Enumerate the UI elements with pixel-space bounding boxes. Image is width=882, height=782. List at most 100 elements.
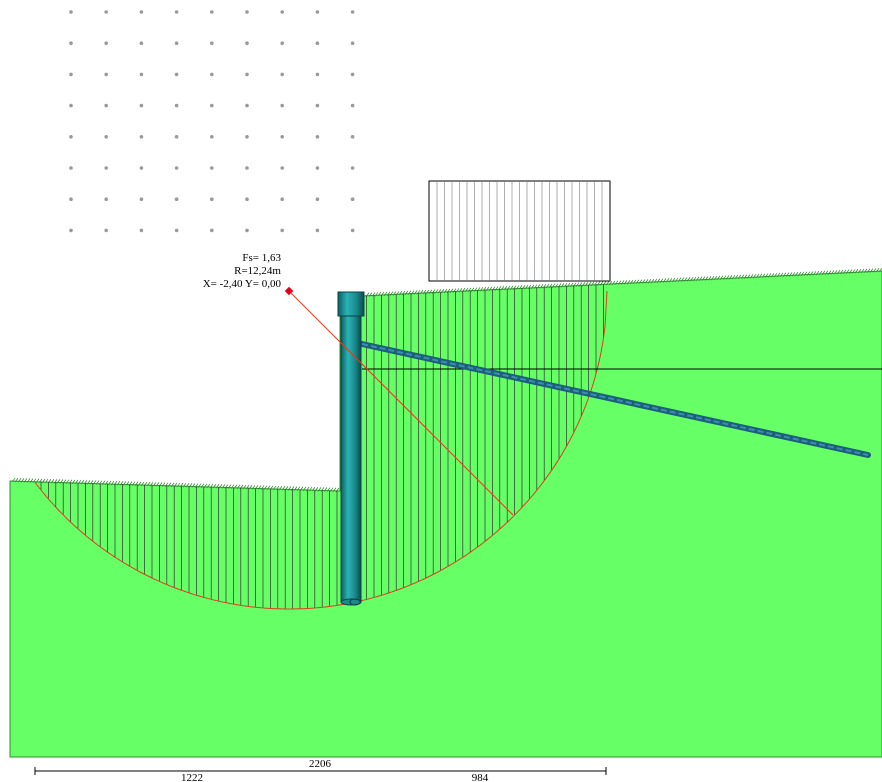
surface-hatch-mark	[179, 482, 184, 488]
grid-point	[104, 10, 108, 14]
surface-hatch-mark	[422, 289, 427, 295]
surface-hatch-mark	[521, 285, 526, 290]
surface-hatch-mark	[11, 477, 16, 483]
surface-hatch-mark	[818, 270, 823, 276]
surface-hatch-mark	[563, 283, 568, 288]
surface-hatch-mark	[509, 285, 514, 291]
surface-hatch-mark	[695, 276, 700, 282]
surface-hatch-mark	[803, 271, 808, 276]
surface-hatch-mark	[599, 281, 604, 286]
surface-hatch-mark	[869, 268, 874, 273]
surface-hatch-mark	[260, 485, 265, 490]
surface-hatch-mark	[653, 278, 658, 284]
surface-hatch-mark	[596, 281, 601, 286]
surface-hatch-mark	[392, 291, 397, 296]
grid-point	[280, 135, 285, 139]
surface-hatch-mark	[59, 479, 64, 484]
grid-point	[139, 166, 144, 170]
surface-hatch-mark	[410, 290, 415, 295]
grid-point	[139, 41, 144, 45]
surface-hatch-mark	[707, 276, 712, 281]
grid-point	[210, 166, 214, 170]
surface-hatch-mark	[785, 272, 790, 277]
surface-hatch-mark	[185, 483, 190, 488]
surface-hatch-mark	[749, 274, 754, 279]
grid-point	[350, 166, 355, 170]
surface-hatch-mark	[119, 481, 124, 486]
surface-hatch-mark	[728, 275, 733, 280]
surface-hatch-mark	[485, 286, 490, 292]
surface-hatch-mark	[140, 481, 145, 487]
surface-hatch-mark	[326, 487, 331, 492]
grid-point	[174, 103, 179, 108]
surface-hatch-mark	[449, 288, 454, 293]
grid-point	[104, 41, 108, 45]
surface-hatch-mark	[635, 279, 640, 285]
surface-hatch-mark	[512, 285, 517, 290]
surface-hatch-mark	[230, 484, 235, 489]
surface-hatch-mark	[566, 282, 571, 288]
surface-hatch-mark	[434, 289, 439, 294]
grid-point	[139, 135, 144, 139]
grid-point	[245, 10, 249, 14]
surface-hatch-mark	[209, 483, 214, 489]
surface-hatch-mark	[86, 480, 91, 485]
surface-hatch-mark	[293, 486, 298, 491]
surface-hatch-mark	[197, 483, 202, 488]
surface-hatch-mark	[548, 283, 553, 289]
surface-hatch-mark	[101, 480, 106, 486]
surface-hatch-mark	[446, 288, 451, 294]
grid-point	[69, 103, 73, 108]
radius-line	[288, 290, 514, 516]
surface-hatch-mark	[116, 481, 121, 486]
grid-point	[174, 135, 179, 139]
grid-point	[280, 228, 285, 233]
surface-hatch-mark	[710, 275, 715, 281]
grid-point	[69, 10, 73, 14]
grid-point	[174, 41, 179, 45]
surface-hatch-mark	[821, 270, 826, 276]
surface-hatch-mark	[32, 478, 37, 483]
surface-hatch-mark	[788, 272, 793, 277]
surcharge-load	[428, 180, 611, 282]
surface-hatch-mark	[764, 273, 769, 278]
surface-hatch-mark	[218, 484, 223, 489]
surface-hatch-mark	[314, 487, 319, 492]
tieback-anchor	[359, 341, 871, 458]
surface-hatch-mark	[824, 270, 829, 275]
surface-hatch-mark	[656, 278, 661, 284]
grid-point	[350, 41, 355, 45]
surface-hatch-mark	[386, 291, 391, 296]
surface-hatch-mark	[176, 482, 181, 488]
surface-hatch-mark	[623, 280, 628, 285]
surface-hatch-mark	[272, 485, 277, 491]
surface-hatch-mark	[200, 483, 205, 489]
surface-hatch-mark	[560, 283, 565, 288]
surface-hatch-mark	[92, 480, 97, 485]
surface-hatch-mark	[44, 478, 49, 484]
surface-hatch-mark	[107, 480, 112, 486]
surface-hatch-mark	[113, 480, 118, 486]
surface-hatch-mark	[857, 268, 862, 274]
surface-hatch-mark	[431, 289, 436, 294]
radius-label: R=12,24m	[234, 265, 281, 277]
surface-hatch-mark	[161, 482, 166, 487]
surface-hatch-mark	[290, 486, 295, 491]
grid-point	[280, 72, 285, 77]
surface-hatch-mark	[782, 272, 787, 277]
grid-point	[280, 41, 285, 45]
surface-hatch-mark	[755, 273, 760, 279]
surface-hatch-mark	[515, 285, 520, 290]
surface-hatch-mark	[854, 269, 859, 274]
surface-hatch-mark	[443, 288, 448, 294]
surface-hatch-mark	[227, 484, 232, 489]
surface-hatch-mark	[413, 290, 418, 295]
surface-hatch-mark	[671, 277, 676, 283]
surface-hatch-mark	[458, 288, 463, 293]
surface-hatch-mark	[164, 482, 169, 487]
surface-hatch-mark	[650, 278, 655, 284]
surface-hatch-mark	[704, 276, 709, 281]
grid-point	[210, 135, 214, 139]
surface-hatch-mark	[644, 279, 649, 284]
grid-point	[174, 228, 179, 233]
